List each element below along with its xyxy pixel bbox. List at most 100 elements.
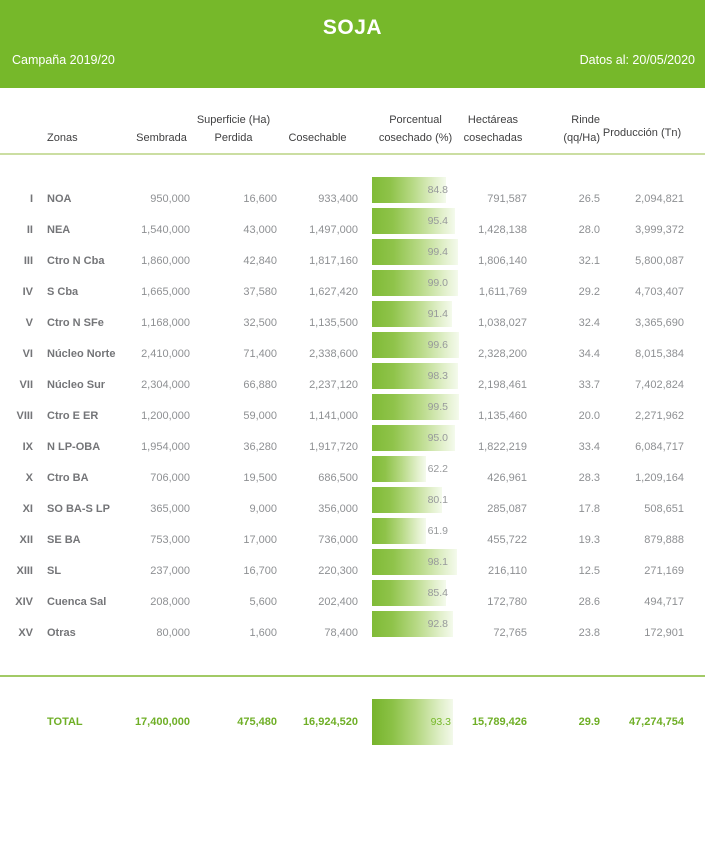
pct-bar-cell: 98.1 <box>372 548 459 584</box>
pct-bar <box>372 269 459 296</box>
zone-name: Ctro BA <box>47 471 89 484</box>
cosechable-value: 220,300 <box>318 564 358 577</box>
zone-numeral: XI <box>22 502 33 515</box>
table-row: VII Núcleo Sur 2,304,000 66,880 2,237,12… <box>0 362 705 400</box>
pct-bar <box>372 548 458 575</box>
zone-name: NOA <box>47 192 72 205</box>
cosechable-value: 933,400 <box>318 192 358 205</box>
produccion-value: 879,888 <box>644 533 684 546</box>
pct-bar <box>372 424 455 451</box>
pct-bar-cell: 99.5 <box>372 393 459 429</box>
pct-bar-cell: 98.3 <box>372 362 459 398</box>
total-produccion: 47,274,754 <box>628 716 684 729</box>
rinde-value: 33.4 <box>578 440 600 453</box>
table-row: XIII SL 237,000 16,700 220,300 98.1 216,… <box>0 548 705 586</box>
sembrada-value: 1,200,000 <box>141 409 190 422</box>
header-divider <box>0 153 705 156</box>
title-bar: SOJA Campaña 2019/20 Datos al: 20/05/202… <box>0 0 705 88</box>
table-row: IV S Cba 1,665,000 37,580 1,627,420 99.0… <box>0 269 705 307</box>
total-label: TOTAL <box>47 716 83 729</box>
cosechadas-value: 216,110 <box>488 564 527 577</box>
header-sembrada: Sembrada <box>136 131 187 144</box>
perdida-value: 9,000 <box>249 502 277 515</box>
total-rinde: 29.9 <box>578 716 600 729</box>
pct-bar-cell: 91.4 <box>372 300 459 336</box>
rinde-value: 32.4 <box>578 316 600 329</box>
produccion-value: 494,717 <box>644 595 684 608</box>
table-row: V Ctro N SFe 1,168,000 32,500 1,135,500 … <box>0 300 705 338</box>
pct-bar <box>372 610 453 637</box>
total-sembrada: 17,400,000 <box>134 716 190 729</box>
total-pct-bar-cell: 93.3 <box>372 699 459 746</box>
pct-value: 95.4 <box>427 214 448 227</box>
pct-value: 98.1 <box>427 555 448 568</box>
cosechadas-value: 2,328,200 <box>478 347 527 360</box>
produccion-value: 271,169 <box>644 564 684 577</box>
pct-value: 80.1 <box>427 493 448 506</box>
cosechadas-value: 1,135,460 <box>478 409 527 422</box>
zone-numeral: II <box>26 223 33 236</box>
table-row: III Ctro N Cba 1,860,000 42,840 1,817,16… <box>0 238 705 276</box>
pct-bar <box>372 393 459 420</box>
zone-numeral: I <box>29 192 33 205</box>
zone-name: Ctro N SFe <box>47 316 104 329</box>
pct-value: 84.8 <box>427 183 448 196</box>
zone-numeral: III <box>23 254 33 267</box>
zone-numeral: XIV <box>15 595 33 608</box>
cosechadas-value: 72,765 <box>493 626 527 639</box>
cosechadas-value: 1,611,769 <box>478 285 527 298</box>
cosechable-value: 2,338,600 <box>309 347 358 360</box>
zone-numeral: VII <box>19 378 33 391</box>
total-divider <box>0 675 705 678</box>
produccion-value: 7,402,824 <box>635 378 684 391</box>
total-row: TOTAL 17,400,000 475,480 16,924,520 93.3… <box>0 677 705 767</box>
sembrada-value: 950,000 <box>150 192 190 205</box>
zone-name: SE BA <box>47 533 81 546</box>
pct-value: 99.6 <box>427 338 448 351</box>
zone-numeral: V <box>25 316 33 329</box>
perdida-value: 19,500 <box>243 471 277 484</box>
perdida-value: 43,000 <box>243 223 277 236</box>
pct-bar <box>372 207 455 234</box>
perdida-value: 32,500 <box>243 316 277 329</box>
header-hectareas: Hectáreas cosechadas <box>463 114 523 144</box>
zone-numeral: IV <box>22 285 33 298</box>
rinde-value: 33.7 <box>578 378 600 391</box>
perdida-value: 16,700 <box>243 564 277 577</box>
zone-name: Ctro N Cba <box>47 254 105 267</box>
pct-bar <box>372 486 442 513</box>
table-row: I NOA 950,000 16,600 933,400 84.8 791,58… <box>0 176 705 214</box>
cosechable-value: 736,000 <box>318 533 358 546</box>
sembrada-value: 80,000 <box>156 626 190 639</box>
sembrada-value: 753,000 <box>150 533 190 546</box>
perdida-value: 59,000 <box>243 409 277 422</box>
pct-value: 61.9 <box>427 524 448 537</box>
header-superficie-perdida: Superficie (Ha) Perdida <box>190 112 277 147</box>
pct-bar-cell: 62.2 <box>372 455 459 491</box>
total-pct-value: 93.3 <box>430 716 451 729</box>
zone-name: Cuenca Sal <box>47 595 107 608</box>
perdida-value: 5,600 <box>249 595 277 608</box>
pct-value: 95.0 <box>427 431 448 444</box>
perdida-value: 37,580 <box>243 285 277 298</box>
zone-name: Núcleo Sur <box>47 378 106 391</box>
pct-value: 92.8 <box>427 617 448 630</box>
table-row: IX N LP-OBA 1,954,000 36,280 1,917,720 9… <box>0 424 705 462</box>
zone-numeral: XV <box>18 626 33 639</box>
zone-name: SL <box>47 564 62 577</box>
cosechadas-value: 2,198,461 <box>478 378 527 391</box>
produccion-value: 3,365,690 <box>635 316 684 329</box>
produccion-value: 508,651 <box>644 502 684 515</box>
pct-bar <box>372 331 459 358</box>
sembrada-value: 1,665,000 <box>141 285 190 298</box>
cosechable-value: 1,141,000 <box>309 409 358 422</box>
rinde-value: 32.1 <box>578 254 600 267</box>
pct-bar <box>372 176 446 203</box>
pct-value: 98.3 <box>427 369 448 382</box>
rinde-value: 28.6 <box>578 595 600 608</box>
cosechadas-value: 791,587 <box>487 192 527 205</box>
cosechadas-value: 455,722 <box>487 533 527 546</box>
header-cosechable: Cosechable <box>288 131 347 144</box>
pct-value: 99.5 <box>427 400 448 413</box>
rinde-value: 28.0 <box>578 223 600 236</box>
